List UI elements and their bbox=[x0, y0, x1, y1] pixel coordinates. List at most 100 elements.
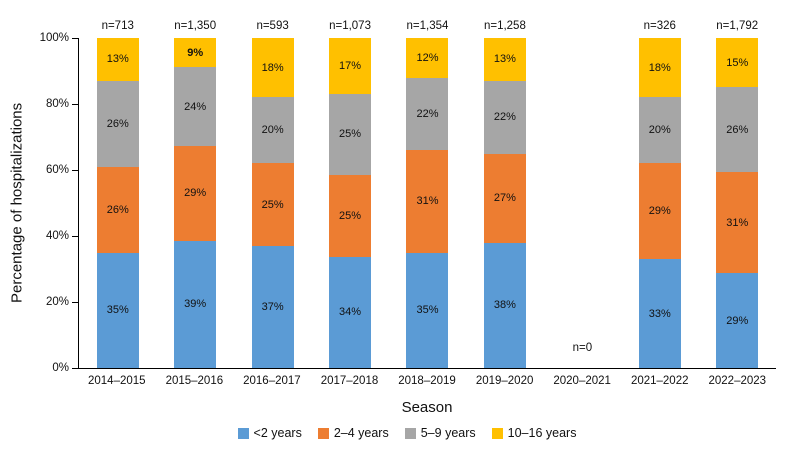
n-count-label: n=1,073 bbox=[329, 20, 371, 32]
y-tick-label: 60% bbox=[45, 164, 69, 176]
bar-segment: 22% bbox=[406, 77, 449, 151]
bar-segment-label: 26% bbox=[106, 203, 129, 216]
bar-segment-label: 29% bbox=[184, 187, 207, 200]
n-count-label: n=1,354 bbox=[406, 20, 449, 32]
y-tick-label: 100% bbox=[39, 32, 69, 44]
legend-swatch bbox=[404, 427, 416, 439]
bar-segment: 20% bbox=[251, 97, 294, 164]
bar-segment: 9% bbox=[174, 38, 217, 68]
x-axis-labels: 2014–2015 2015–2016 2016–2017 2017–2018 2018… bbox=[78, 375, 776, 387]
legend-swatch bbox=[237, 427, 249, 439]
bar-segment: 31% bbox=[716, 171, 759, 274]
bar-segment: 37% bbox=[251, 245, 294, 368]
n-count-label: n=1,350 bbox=[174, 20, 217, 32]
n-count-label: n=1,792 bbox=[716, 20, 759, 32]
bar-column: 35% 26% 26% 13% n=713 bbox=[79, 20, 156, 368]
stacked-bar: 34% 25% 25% 17% bbox=[329, 38, 372, 368]
legend-label: <2 years bbox=[253, 426, 302, 440]
bar-segment-label: 37% bbox=[261, 300, 284, 313]
legend-label: 10–16 years bbox=[507, 426, 577, 440]
legend-item: 2–4 years bbox=[317, 426, 389, 440]
stacked-bar: 39% 29% 24% 9% bbox=[174, 38, 217, 368]
y-tick-mark bbox=[72, 103, 79, 105]
bar-segment: 25% bbox=[329, 93, 372, 176]
bar-segment: 18% bbox=[638, 38, 681, 98]
bar-segment: 12% bbox=[406, 38, 449, 78]
bar-segment-label: 34% bbox=[339, 306, 362, 319]
bar-segment-label: 26% bbox=[726, 123, 749, 136]
x-tick-label: 2020–2021 bbox=[553, 375, 611, 387]
bar-segment-label: 13% bbox=[106, 53, 129, 66]
y-tick-mark bbox=[72, 367, 79, 369]
plot-area: 0% 20% 40% 60% 80% 100% 35% 26% 26% 13% n=713 39% 29… bbox=[40, 20, 776, 374]
bar-segment: 35% bbox=[406, 252, 449, 368]
bar-segment: 18% bbox=[251, 38, 294, 98]
bar-segment-label: 20% bbox=[261, 124, 284, 137]
bar-segment: 26% bbox=[96, 80, 139, 167]
bar-segment: 26% bbox=[96, 166, 139, 253]
legend-label: 2–4 years bbox=[333, 426, 389, 440]
bar-column: 39% 29% 24% 9% n=1,350 bbox=[156, 20, 233, 368]
y-tick-label: 20% bbox=[45, 296, 69, 308]
x-tick-label: 2018–2019 bbox=[398, 375, 456, 387]
n-count-label: n=326 bbox=[643, 20, 676, 32]
bar-segment-label: 27% bbox=[493, 192, 516, 205]
bar-column: 35% 31% 22% 12% n=1,354 bbox=[389, 20, 466, 368]
n-count-label: n=0 bbox=[572, 342, 593, 354]
bar-segment-label: 29% bbox=[648, 205, 671, 218]
bar-segment: 17% bbox=[329, 38, 372, 94]
y-tick-label: 40% bbox=[45, 230, 69, 242]
legend-label: 5–9 years bbox=[420, 426, 476, 440]
bar-segment-label: 38% bbox=[493, 299, 516, 312]
legend-swatch bbox=[491, 427, 503, 439]
bar-segment: 13% bbox=[96, 38, 139, 81]
x-tick-label: 2022–2023 bbox=[708, 375, 767, 387]
plot-wrap: 0% 20% 40% 60% 80% 100% 35% 26% 26% 13% n=713 39% 29… bbox=[40, 20, 776, 374]
bar-segment: 29% bbox=[716, 273, 759, 368]
bar-segment-label: 12% bbox=[416, 51, 439, 64]
bar-column: 38% 27% 22% 13% n=1,258 bbox=[466, 20, 543, 368]
y-tick-mark bbox=[72, 37, 79, 39]
bar-segment: 38% bbox=[483, 242, 526, 368]
n-count-label: n=1,258 bbox=[483, 20, 526, 32]
bar-column: 33% 29% 20% 18% n=326 bbox=[621, 20, 698, 368]
y-tick-label: 0% bbox=[52, 362, 69, 374]
bar-segment-label: 26% bbox=[106, 117, 129, 130]
y-tick-label: 80% bbox=[45, 98, 69, 110]
x-tick-label: 2016–2017 bbox=[243, 375, 301, 387]
bar-segment: 13% bbox=[483, 38, 526, 81]
x-tick-label: 2014–2015 bbox=[88, 375, 146, 387]
stacked-bar: 29% 31% 26% 15% bbox=[716, 38, 759, 368]
bar-segment: 34% bbox=[329, 256, 372, 368]
bar-segment: 25% bbox=[251, 163, 294, 246]
bar-column: 34% 25% 25% 17% n=1,073 bbox=[311, 20, 388, 368]
bar-segment-label: 39% bbox=[184, 298, 207, 311]
stacked-bar: 33% 29% 20% 18% bbox=[638, 38, 681, 368]
stacked-bar: 38% 27% 22% 13% bbox=[483, 38, 526, 368]
bar-segment: 29% bbox=[174, 145, 217, 241]
x-tick-label: 2017–2018 bbox=[320, 375, 379, 387]
bar-segment-label: 29% bbox=[726, 314, 749, 327]
n-count-label: n=593 bbox=[256, 20, 289, 32]
bar-segment: 29% bbox=[638, 163, 681, 260]
bar-segment-label: 17% bbox=[339, 59, 362, 72]
y-tick-mark bbox=[72, 169, 79, 171]
bar-segment: 27% bbox=[483, 153, 526, 243]
bar-segment-label: 20% bbox=[648, 124, 671, 137]
bar-segment: 15% bbox=[716, 38, 759, 88]
bar-column: 29% 31% 26% 15% n=1,792 bbox=[699, 20, 776, 368]
y-tick-mark bbox=[72, 235, 79, 237]
n-count-label: n=713 bbox=[101, 20, 134, 32]
y-tick-mark bbox=[72, 301, 79, 303]
bar-segment: 20% bbox=[638, 97, 681, 164]
bar-column: n=0 bbox=[544, 38, 621, 368]
bar-segment: 35% bbox=[96, 252, 139, 368]
bar-segment-label: 31% bbox=[726, 216, 749, 229]
bar-segment: 39% bbox=[174, 240, 217, 368]
bar-segment-label: 33% bbox=[648, 307, 671, 320]
bar-segment-label: 13% bbox=[493, 53, 516, 66]
legend-item: 10–16 years bbox=[491, 426, 577, 440]
x-axis-title: Season bbox=[401, 399, 453, 416]
bar-segment-label: 25% bbox=[339, 128, 362, 141]
stacked-bar: 35% 31% 22% 12% bbox=[406, 38, 449, 368]
